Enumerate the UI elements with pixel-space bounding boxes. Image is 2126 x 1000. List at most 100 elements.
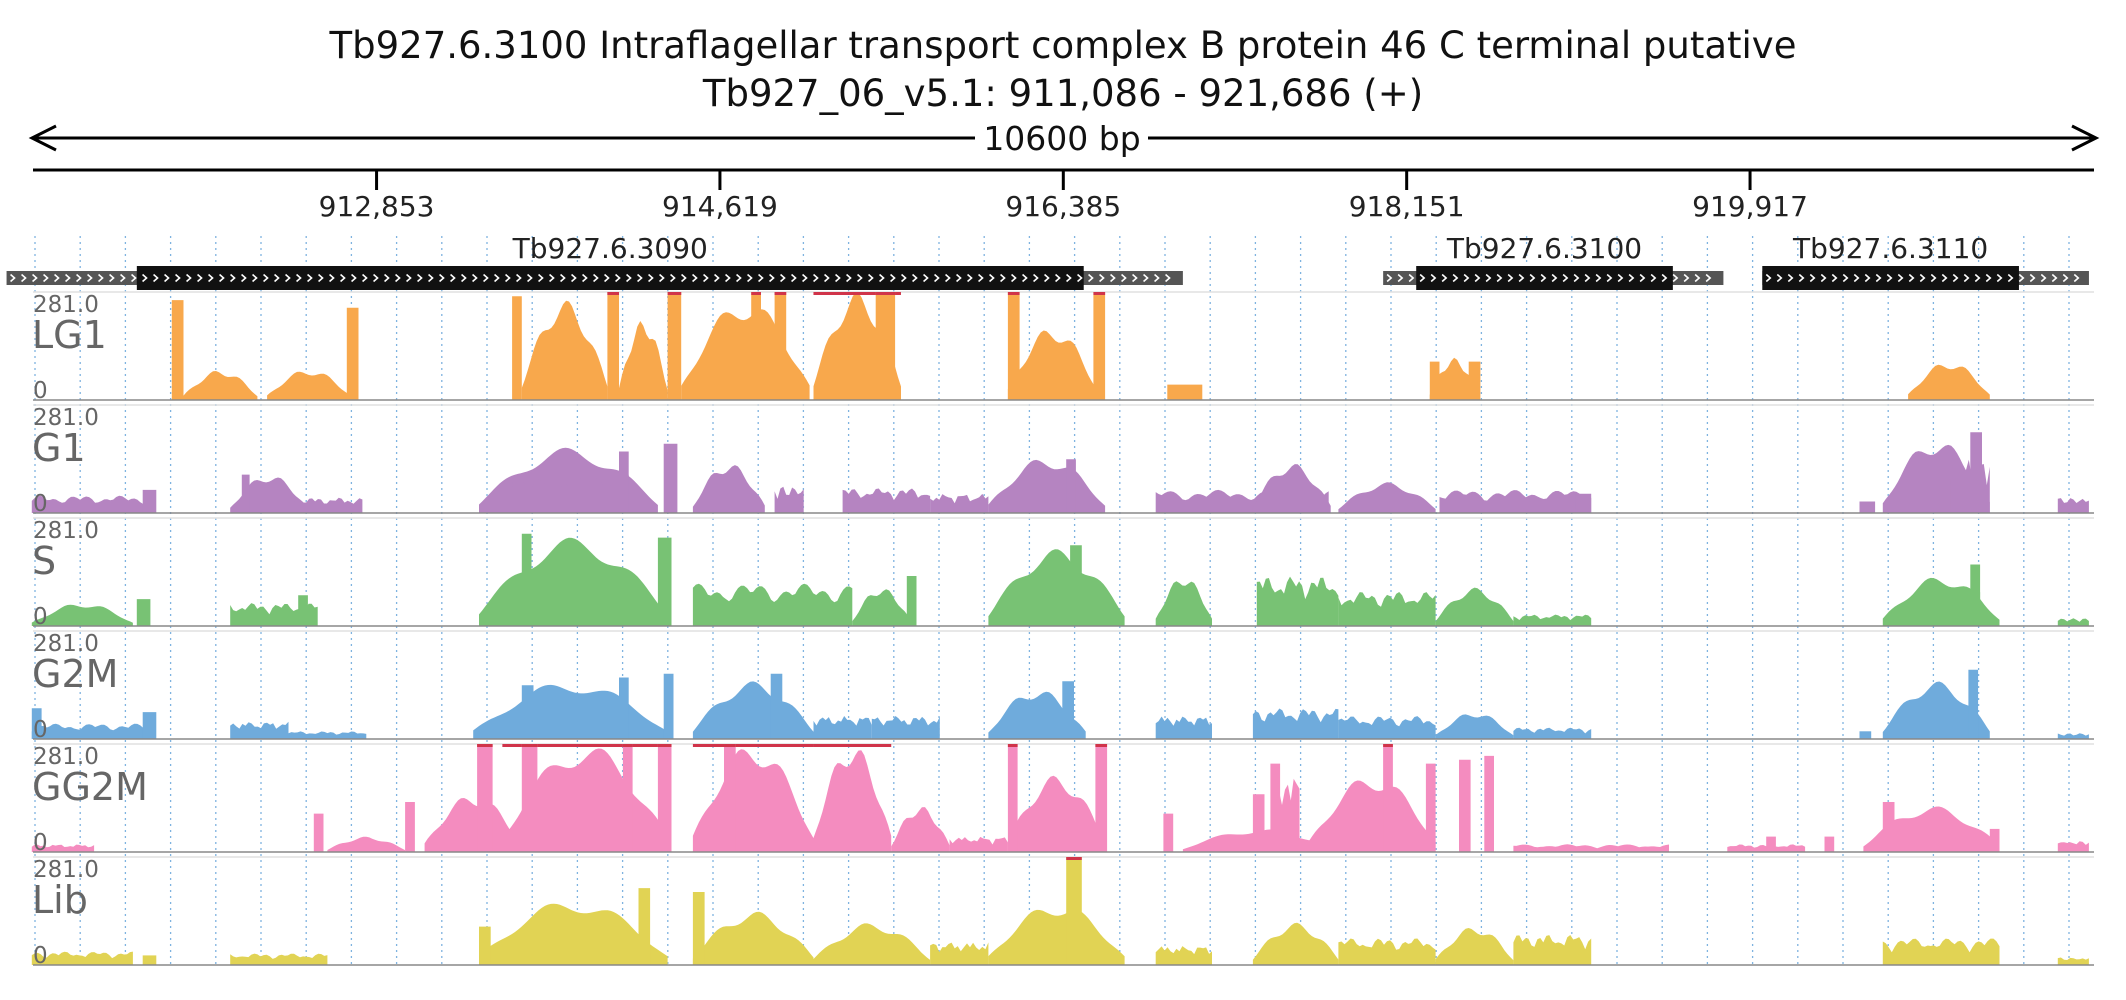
coverage-peak — [1882, 802, 1895, 852]
coverage-peak — [1252, 708, 1339, 739]
strand-chevron — [1985, 273, 1992, 283]
strand-chevron — [439, 273, 445, 283]
coverage-peak — [988, 459, 1106, 513]
coverage-peak — [521, 300, 608, 400]
coverage-peak — [1513, 727, 1592, 739]
strand-chevron — [2007, 273, 2014, 283]
coverage-peak — [1062, 681, 1074, 739]
coverage-peak — [521, 533, 532, 626]
coverage-peak — [692, 892, 705, 965]
strand-chevron — [868, 273, 874, 283]
coverage-peak — [871, 716, 940, 739]
clip-indicator — [1093, 292, 1106, 295]
strand-chevron — [956, 273, 962, 283]
track-max-label: 281.0 — [33, 518, 99, 544]
strand-chevron — [197, 273, 203, 283]
strand-chevron — [1952, 273, 1959, 283]
strand-chevron — [1864, 273, 1871, 283]
strand-chevron — [813, 273, 819, 283]
coverage-peak — [230, 603, 318, 626]
strand-chevron — [1996, 273, 2003, 283]
strand-chevron — [582, 273, 588, 283]
strand-chevron — [1485, 273, 1492, 283]
strand-chevron — [736, 273, 742, 283]
strand-chevron — [1441, 273, 1448, 283]
coverage-peak — [622, 744, 633, 852]
strand-chevron — [1121, 273, 1127, 283]
coverage-peak — [1252, 794, 1265, 852]
strand-chevron — [1463, 273, 1470, 283]
gene-strand-arrows — [10, 273, 1171, 283]
coverage-peak — [692, 749, 814, 852]
track-max-label: 281.0 — [33, 631, 99, 657]
strand-chevron — [1496, 273, 1503, 283]
strand-chevron — [1474, 273, 1481, 283]
coverage-peak — [241, 474, 250, 513]
coverage-tracks: 281.00LG1281.00G1281.00S281.00G2M281.00G… — [31, 291, 2094, 969]
coverage-peak — [852, 589, 911, 626]
strand-chevron — [98, 273, 104, 283]
coverage-peak — [930, 493, 989, 513]
gene-label: Tb927.6.3110 — [1792, 232, 1988, 265]
coverage-peak — [1070, 545, 1082, 626]
strand-chevron — [395, 273, 401, 283]
strand-chevron — [1897, 273, 1904, 283]
coverage-peak — [1863, 806, 2000, 852]
coverage-peak — [1007, 775, 1106, 852]
strand-chevron — [54, 273, 60, 283]
strand-chevron — [1886, 273, 1893, 283]
strand-chevron — [2029, 273, 2036, 283]
track-max-label: 281.0 — [33, 405, 99, 431]
coverage-peak — [1309, 780, 1436, 852]
strand-chevron — [637, 273, 643, 283]
coverage-peak — [657, 744, 672, 852]
coverage-peak — [171, 300, 184, 400]
track-name-label: GG2M — [32, 765, 148, 809]
coverage-peak — [31, 844, 95, 852]
coverage-peak — [770, 673, 783, 739]
span-arrow-head-right — [2071, 124, 2100, 152]
strand-chevron — [1540, 273, 1547, 283]
strand-chevron — [923, 273, 929, 283]
strand-chevron — [1809, 273, 1816, 283]
strand-chevron — [1099, 273, 1105, 283]
x-tick-label: 914,619 — [662, 190, 778, 223]
coverage-peak — [1338, 716, 1436, 739]
coverage-peak — [1575, 493, 1592, 513]
strand-chevron — [2051, 273, 2058, 283]
coverage-peak — [1459, 759, 1471, 852]
strand-chevron — [1974, 273, 1981, 283]
clip-indicator — [724, 744, 736, 747]
strand-chevron — [1853, 273, 1860, 283]
coverage-peak — [424, 798, 522, 852]
coverage-peak — [136, 599, 151, 626]
coverage-peak — [1484, 755, 1494, 852]
coverage-peak — [1429, 357, 1479, 400]
strand-chevron — [1650, 273, 1657, 283]
strand-chevron — [934, 273, 940, 283]
strand-chevron — [1584, 273, 1591, 283]
strand-chevron — [703, 273, 709, 283]
strand-chevron — [989, 273, 995, 283]
coverage-peak — [1338, 592, 1436, 626]
coverage-peak — [288, 497, 363, 513]
strand-chevron — [362, 273, 368, 283]
chart-subtitle: Tb927_06_v5.1: 911,086 - 921,686 (+) — [702, 72, 1423, 115]
track-min-label: 0 — [33, 491, 48, 517]
coverage-peak — [692, 681, 814, 739]
strand-chevron — [1518, 273, 1525, 283]
strand-chevron — [494, 273, 500, 283]
strand-chevron — [340, 273, 346, 283]
clip-indicator — [1007, 744, 1018, 747]
strand-chevron — [1798, 273, 1805, 283]
coverage-peak — [479, 903, 668, 965]
coverage-peak — [313, 813, 324, 852]
coverage-peak — [267, 371, 351, 400]
coverage-peak — [930, 942, 989, 965]
coverage-peak — [1383, 744, 1393, 852]
x-axis-ticks: 912,853 914,619 916,385 918,151 919,917 — [319, 170, 1808, 223]
strand-chevron — [1044, 273, 1050, 283]
coverage-peak — [988, 691, 1086, 739]
x-tick-label: 918,151 — [1349, 190, 1465, 223]
coverage-peak — [521, 685, 534, 739]
